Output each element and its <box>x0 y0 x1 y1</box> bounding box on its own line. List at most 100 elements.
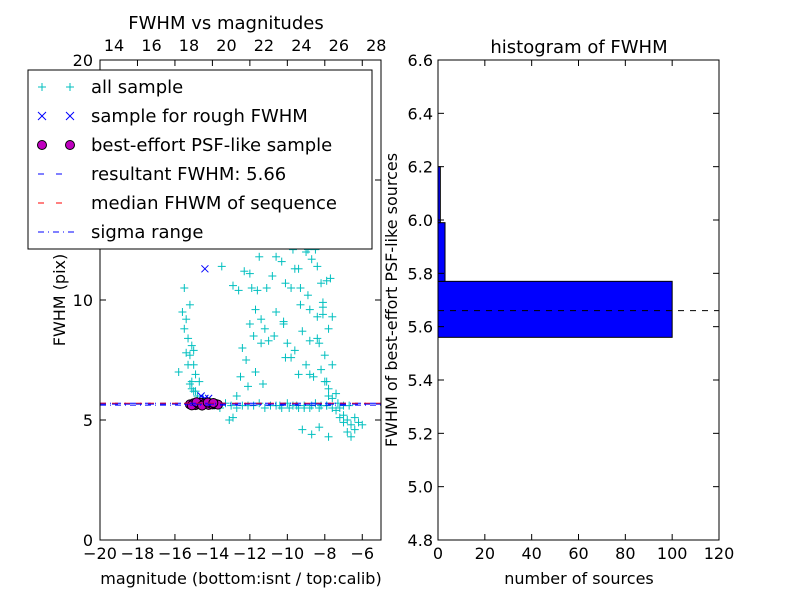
point-all-sample <box>245 320 254 328</box>
point-all-sample <box>313 334 322 343</box>
point-all-sample <box>217 262 226 271</box>
point-all-sample <box>245 269 254 278</box>
point-all-sample <box>262 284 271 292</box>
point-all-sample <box>317 365 326 374</box>
point-all-sample <box>315 423 324 432</box>
top-x-tick-label: 14 <box>104 36 124 55</box>
legend-entry-median: median FHWM of sequence <box>38 193 337 214</box>
point-all-sample <box>281 279 290 288</box>
point-rough-sample <box>201 264 209 273</box>
histogram-y-axis: 4.8 5.0 5.2 5.4 5.6 5.8 6.0 6.2 6.4 6.6 <box>408 51 719 550</box>
point-all-sample <box>324 324 333 333</box>
point-all-sample <box>191 387 200 396</box>
point-all-sample <box>305 336 314 345</box>
histogram-panel: histogram of FWHM 0 20 40 60 80 100 120 4.8 5.0… <box>382 37 734 588</box>
point-all-sample <box>279 317 288 326</box>
y-tick-label: 20 <box>73 51 93 70</box>
point-all-sample <box>251 305 260 314</box>
histogram-x-axis: 0 20 40 60 80 100 120 <box>433 60 734 563</box>
legend-marker-circle <box>65 140 75 150</box>
legend-box <box>27 69 373 250</box>
x-tick-label: 20 <box>475 544 495 563</box>
histogram-y-label: FWHM of best-effort PSF-like sources <box>382 153 401 447</box>
reference-lines <box>100 402 381 406</box>
point-all-sample <box>317 279 326 288</box>
legend-entry-all-sample: all sample <box>38 77 183 98</box>
y-tick-label: 5 <box>83 411 93 430</box>
point-all-sample <box>253 286 262 295</box>
point-all-sample <box>258 380 267 388</box>
legend-label-median: median FHWM of sequence <box>91 193 337 214</box>
point-all-sample <box>234 286 243 295</box>
point-all-sample <box>174 368 183 376</box>
point-all-sample <box>350 425 359 434</box>
point-all-sample <box>290 264 299 273</box>
histogram-bar <box>438 222 446 282</box>
legend-label-resultant: resultant FWHM: 5.66 <box>91 164 286 185</box>
point-all-sample <box>255 252 264 261</box>
scatter-top-axis: 14 16 18 20 22 24 26 28 <box>104 36 387 55</box>
point-all-sample <box>322 276 331 285</box>
x-tick-label: 40 <box>521 544 541 563</box>
scatter-y-label: FWHM (pix) <box>50 254 69 347</box>
top-x-tick-label: 16 <box>141 36 161 55</box>
point-all-sample <box>328 360 337 369</box>
legend-label-psf-sample: best-effort PSF-like sample <box>91 135 332 156</box>
point-all-sample <box>339 418 348 427</box>
point-all-sample <box>343 428 352 436</box>
legend-entry-rough-sample: sample for rough FWHM <box>37 106 308 127</box>
point-all-sample <box>324 432 333 441</box>
x-tick-label: 0 <box>433 544 443 563</box>
legend-marker-circle <box>37 140 47 150</box>
legend-label-sigma: sigma range <box>91 222 203 243</box>
x-tick-label: −20 <box>83 544 117 563</box>
legend-entry-resultant: resultant FWHM: 5.66 <box>38 164 286 185</box>
y-tick-label: 5.8 <box>408 264 433 283</box>
point-all-sample <box>272 252 281 261</box>
point-all-sample <box>185 380 194 388</box>
point-all-sample <box>249 332 258 340</box>
point-all-sample <box>305 370 314 379</box>
x-tick-label: 60 <box>568 544 588 563</box>
point-all-sample <box>185 300 194 309</box>
point-all-sample <box>290 346 299 355</box>
x-tick-label: −14 <box>196 544 230 563</box>
scatter-bottom-axis: −20 −18 −16 −14 −12 −10 −8 −6 <box>83 60 374 563</box>
point-all-sample <box>300 404 309 412</box>
legend-entry-sigma: sigma range <box>38 222 203 243</box>
point-all-sample <box>189 346 198 355</box>
point-all-sample <box>303 291 312 300</box>
top-x-tick-label: 20 <box>216 36 236 55</box>
y-tick-label: 5.6 <box>408 318 433 337</box>
y-tick-label: 6.6 <box>408 51 433 70</box>
x-tick-label: −18 <box>121 544 155 563</box>
point-all-sample <box>345 401 354 410</box>
histogram-bar <box>438 280 673 338</box>
point-all-sample <box>195 377 204 386</box>
point-all-sample <box>350 413 359 422</box>
point-all-sample <box>180 284 189 292</box>
point-all-sample <box>182 348 191 357</box>
point-all-sample <box>180 324 189 333</box>
point-all-sample <box>307 255 316 264</box>
point-all-sample <box>238 344 247 352</box>
point-all-sample <box>332 389 341 398</box>
legend-entry-psf-sample: best-effort PSF-like sample <box>37 135 332 156</box>
point-all-sample <box>229 281 238 290</box>
x-tick-label: 100 <box>657 544 688 563</box>
top-x-tick-label: 26 <box>329 36 349 55</box>
point-all-sample <box>307 430 316 439</box>
x-tick-label: −12 <box>233 544 267 563</box>
point-all-sample <box>189 360 198 369</box>
point-all-sample <box>332 406 341 415</box>
x-tick-label: −16 <box>158 544 192 563</box>
y-tick-label: 0 <box>83 531 93 550</box>
legend: all sample sample for rough FWHM best-ef… <box>27 69 373 250</box>
point-all-sample <box>302 360 311 369</box>
y-tick-label: 6.2 <box>408 158 433 177</box>
point-all-sample <box>184 334 193 343</box>
point-all-sample <box>260 324 269 333</box>
point-all-sample <box>247 284 256 292</box>
point-all-sample <box>315 339 324 348</box>
